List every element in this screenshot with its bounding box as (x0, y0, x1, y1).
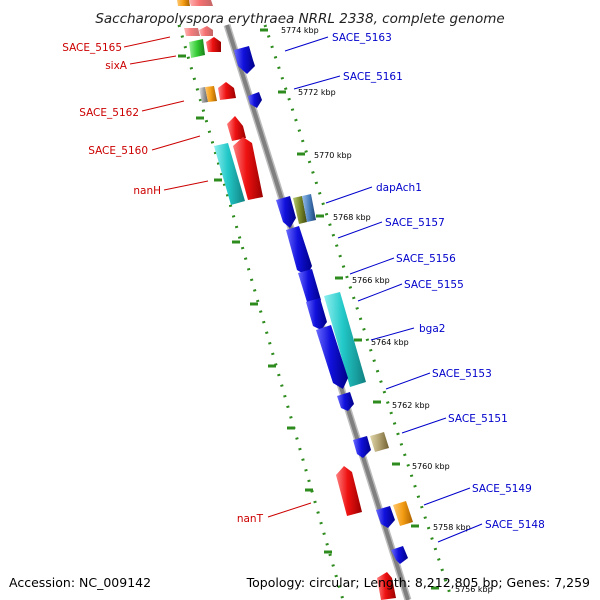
gene-arrow (234, 46, 255, 74)
label-SACE_5155: SACE_5155 (404, 279, 464, 291)
gene-arrow (177, 0, 190, 6)
accession-text: Accession: NC_009142 (9, 575, 151, 590)
gene-arrow (199, 87, 208, 103)
label-nanT: nanT (237, 513, 264, 525)
gene-arrow (206, 37, 221, 52)
tick-label: 5766 kbp (352, 276, 390, 285)
gene-arrow (199, 26, 213, 36)
label-SACE_5156: SACE_5156 (396, 253, 456, 265)
tick-label: 5764 kbp (371, 338, 409, 347)
leader-lines-left (123, 36, 312, 518)
label-sixA: sixA (105, 60, 128, 72)
topology-text: Topology: circular; Length: 8,212,805 bp… (246, 575, 590, 590)
gene-arrow (205, 86, 217, 102)
gene-labels-left: SACE_5165 sixA SACE_5162 SACE_5160 nanH … (62, 42, 263, 525)
gene-SACE-5149 (376, 506, 395, 528)
label-dapAch1: dapAch1 (376, 182, 422, 194)
gene-SACE-5160 (227, 116, 246, 141)
gene-SACE-5148 (391, 546, 408, 564)
label-SACE_5149: SACE_5149 (472, 483, 532, 495)
inner-track-right (263, 24, 454, 600)
gene-bga2 (324, 292, 366, 387)
tick-marks (260, 28, 439, 590)
gene-sixA (189, 39, 205, 58)
gene-SACE-5157 (286, 226, 312, 276)
tick-label: 5758 kbp (433, 523, 471, 532)
gene-arrow (293, 196, 307, 224)
label-SACE_5160: SACE_5160 (88, 145, 148, 157)
gene-SACE-5151 (353, 436, 371, 458)
gene-nanT (336, 466, 362, 516)
outer-track-left (177, 24, 345, 600)
gene-arrow (189, 0, 213, 6)
gene-arrow (218, 82, 236, 100)
tick-label: 5756 kbp (455, 585, 493, 594)
gene-SACE-5156 (298, 269, 321, 306)
genes-right-strand (234, 46, 413, 564)
gene-arrow (248, 92, 262, 108)
tick-label: 5770 kbp (314, 151, 352, 160)
gene-arrow (184, 28, 200, 36)
label-SACE_5163: SACE_5163 (332, 32, 392, 44)
gene-SACE-5153 (316, 325, 348, 389)
track-lines (177, 24, 454, 600)
label-SACE_5165: SACE_5165 (62, 42, 122, 54)
label-SACE_5148: SACE_5148 (485, 519, 545, 531)
map-title: Saccharopolyspora erythraea NRRL 2338, c… (95, 11, 504, 27)
tick-label: 5774 kbp (281, 26, 319, 35)
label-SACE_5162: SACE_5162 (79, 107, 139, 119)
gene-arrow (370, 432, 389, 452)
gene-arrow (377, 572, 396, 600)
label-nanH: nanH (133, 185, 161, 197)
gene-labels-right: SACE_5163 SACE_5161 dapAch1 SACE_5157 SA… (332, 32, 545, 531)
gene-dapAch1 (276, 196, 296, 228)
label-SACE_5151: SACE_5151 (448, 413, 508, 425)
tick-label: 5762 kbp (392, 401, 430, 410)
tick-marks-left (178, 54, 332, 554)
label-bga2: bga2 (419, 323, 445, 335)
gene-nanH (214, 143, 245, 205)
genes-left-strand (177, 0, 396, 600)
gene-arrow (393, 501, 413, 526)
tick-label: 5760 kbp (412, 462, 450, 471)
tick-label: 5768 kbp (333, 213, 371, 222)
label-SACE_5157: SACE_5157 (385, 217, 445, 229)
label-SACE_5153: SACE_5153 (432, 368, 492, 380)
leader-lines-right (284, 36, 483, 543)
gene-SACE-5155 (306, 298, 327, 330)
gene-arrow (233, 137, 263, 200)
gene-arrow (302, 194, 316, 222)
gene-arrow (337, 392, 354, 411)
tick-labels: 5774 kbp 5772 kbp 5770 kbp 5768 kbp 5766… (281, 26, 493, 594)
tick-label: 5772 kbp (298, 88, 336, 97)
label-SACE_5161: SACE_5161 (343, 71, 403, 83)
